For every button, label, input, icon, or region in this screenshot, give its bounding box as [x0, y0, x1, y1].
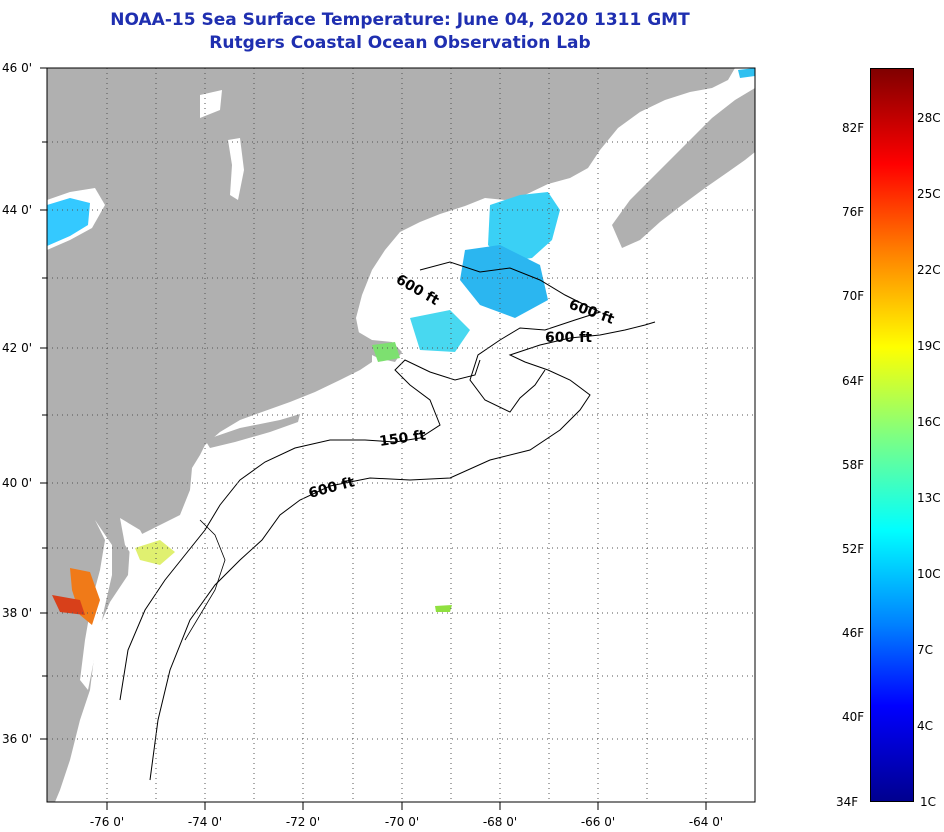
colorbar-f-label: 52F [842, 542, 865, 556]
lon-label: -72 0' [286, 815, 320, 829]
chart-title: NOAA-15 Sea Surface Temperature: June 04… [110, 10, 690, 30]
contour-600ft [149, 321, 656, 781]
tick-marks [40, 67, 707, 810]
colorbar-c-label: 22C [917, 263, 941, 277]
lat-label: 40 0' [2, 476, 32, 490]
sst-patch-chesapeake-orange [70, 568, 100, 625]
contour-gulf-of-maine [419, 261, 602, 413]
lat-label: 44 0' [2, 203, 32, 217]
lake-champlain [228, 138, 244, 200]
map-grid [47, 68, 755, 802]
contour-inner [184, 519, 226, 641]
contour-label: 150 ft [378, 428, 427, 450]
colorbar-c-label: 7C [917, 643, 934, 657]
contour-label: 600 ft [545, 330, 592, 346]
colorbar-c-label: 16C [917, 415, 941, 429]
lake-small [200, 90, 222, 118]
land-nova-scotia [612, 88, 755, 248]
sst-patch-cape-cod-green [372, 342, 400, 362]
colorbar-f-label: 40F [842, 710, 865, 724]
sst-patch-gulf-of-maine-3 [410, 310, 470, 352]
lat-label: 36 0' [2, 732, 32, 746]
lon-label: -76 0' [90, 815, 124, 829]
colorbar-c-label: 1C [920, 795, 937, 809]
colorbar-c-label: 19C [917, 339, 941, 353]
land-mainland [47, 68, 735, 802]
colorbar-c-label: 13C [917, 491, 941, 505]
sst-patch-gulf-of-maine-2 [460, 245, 548, 318]
sst-patch-chesapeake-red [52, 595, 85, 615]
colorbar-f-label: 76F [842, 205, 865, 219]
lon-label: -70 0' [385, 815, 419, 829]
lat-label: 46 0' [2, 61, 32, 75]
colorbar-c-label: 25C [917, 187, 941, 201]
lon-label: -64 0' [689, 815, 723, 829]
lon-label: -68 0' [483, 815, 517, 829]
land-long-island [205, 414, 300, 448]
colorbar-c-label: 4C [917, 719, 934, 733]
contour-150ft [119, 359, 481, 701]
lon-label: -74 0' [188, 815, 222, 829]
colorbar-f-label: 58F [842, 458, 865, 472]
colorbar-f-label: 34F [836, 795, 859, 809]
lat-label: 42 0' [2, 341, 32, 355]
sst-patch-offshore-green [435, 605, 452, 612]
colorbar-c-label: 10C [917, 567, 941, 581]
colorbar-f-label: 70F [842, 289, 865, 303]
map-frame [46, 67, 756, 803]
chart-subtitle: Rutgers Coastal Ocean Observation Lab [209, 33, 591, 53]
colorbar-f-label: 64F [842, 374, 865, 388]
lat-label: 38 0' [2, 606, 32, 620]
lon-label: -66 0' [581, 815, 615, 829]
colorbar-c-label: 28C [917, 111, 941, 125]
temperature-colorbar [870, 68, 914, 802]
sst-patch-ns-corner [738, 68, 755, 78]
sst-patch-nj-yellow [135, 540, 175, 565]
colorbar-f-label: 46F [842, 626, 865, 640]
colorbar-f-label: 82F [842, 121, 865, 135]
